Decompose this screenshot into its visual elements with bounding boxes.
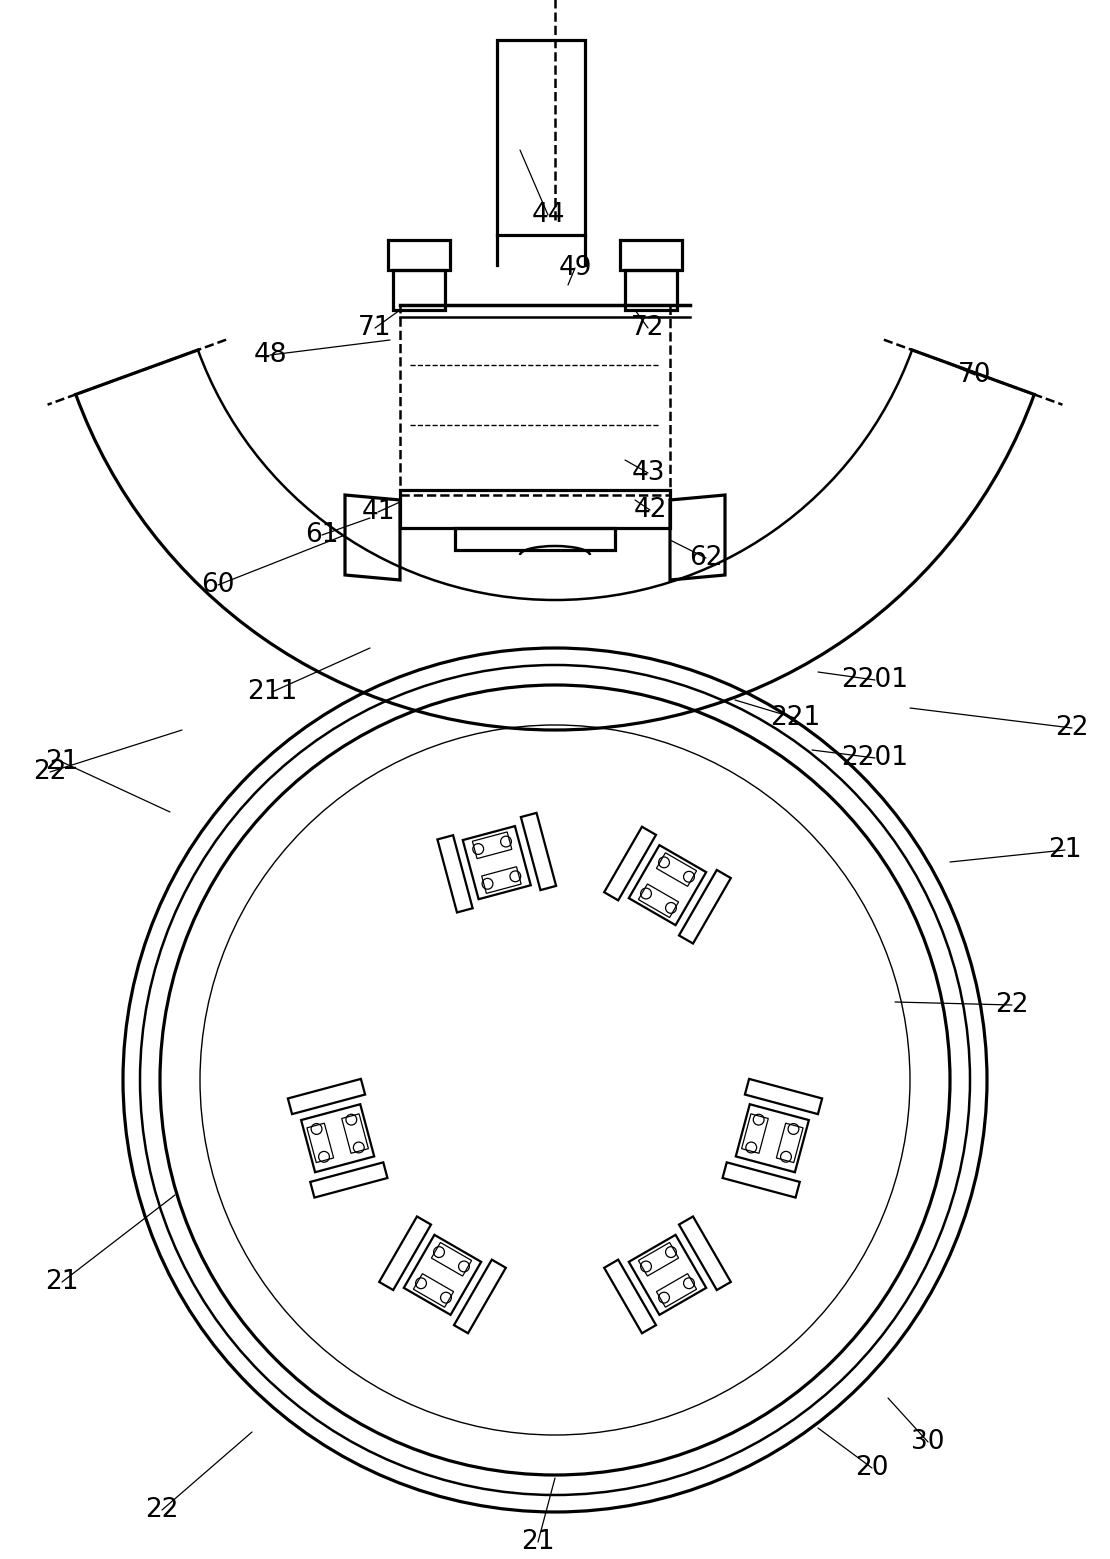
Text: 72: 72 xyxy=(632,315,665,341)
Text: 41: 41 xyxy=(361,499,395,525)
Text: 21: 21 xyxy=(1048,837,1082,864)
Text: 44: 44 xyxy=(532,203,565,228)
Bar xyxy=(455,529,615,550)
Text: 49: 49 xyxy=(558,256,592,281)
Text: 61: 61 xyxy=(305,522,339,549)
Text: 43: 43 xyxy=(632,460,665,486)
Bar xyxy=(393,270,445,310)
Text: 20: 20 xyxy=(855,1455,889,1481)
Bar xyxy=(400,490,670,529)
Text: 22: 22 xyxy=(33,759,67,786)
Text: 211: 211 xyxy=(246,680,297,705)
Text: 22: 22 xyxy=(1056,716,1089,741)
Text: 42: 42 xyxy=(633,497,667,522)
Bar xyxy=(400,306,670,496)
Bar xyxy=(625,270,677,310)
Bar xyxy=(388,240,450,270)
Text: 62: 62 xyxy=(689,546,723,571)
Text: 48: 48 xyxy=(253,341,286,368)
Text: 60: 60 xyxy=(201,572,234,599)
Text: 22: 22 xyxy=(145,1497,179,1523)
Bar xyxy=(620,240,682,270)
Text: 71: 71 xyxy=(359,315,392,341)
Text: 30: 30 xyxy=(911,1430,945,1455)
Text: 221: 221 xyxy=(770,705,820,731)
Text: 2201: 2201 xyxy=(841,667,908,694)
Text: 21: 21 xyxy=(46,748,79,775)
Text: 21: 21 xyxy=(46,1269,79,1296)
Text: 21: 21 xyxy=(522,1529,555,1554)
Text: 2201: 2201 xyxy=(841,745,908,772)
Text: 22: 22 xyxy=(996,992,1029,1018)
Text: 70: 70 xyxy=(958,362,991,388)
Bar xyxy=(497,41,585,235)
